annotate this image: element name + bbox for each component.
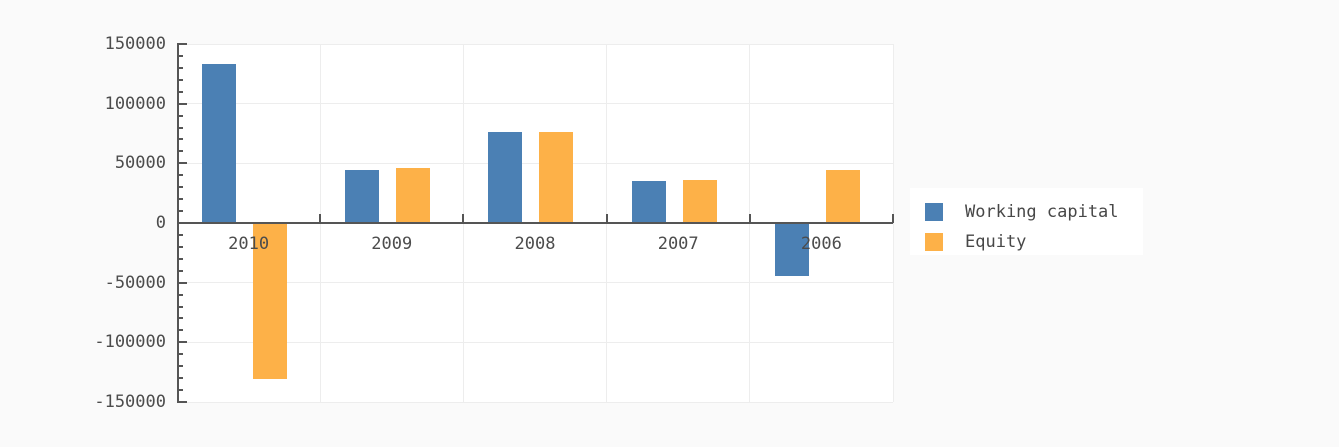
- y-axis-minor-tick: [177, 269, 183, 272]
- y-axis-minor-tick: [177, 138, 183, 141]
- y-axis-minor-tick: [177, 90, 183, 93]
- bar-equity-2006: [825, 170, 860, 223]
- y-axis-minor-tick: [177, 377, 183, 380]
- bar-working-capital-2007: [631, 181, 666, 223]
- legend-label-working-capital: Working capital: [965, 202, 1119, 222]
- y-axis-minor-tick: [177, 257, 183, 260]
- y-axis-minor-tick: [177, 198, 183, 201]
- gridline-horizontal: [177, 103, 893, 105]
- bar-equity-2010: [253, 223, 287, 380]
- bar-equity-2008: [539, 131, 574, 223]
- legend-item-working-capital: Working capital: [925, 202, 1143, 222]
- x-axis-label-2009: 2009: [371, 234, 413, 254]
- y-axis-minor-tick: [177, 114, 183, 117]
- x-axis-tick: [462, 214, 465, 223]
- legend-item-equity: Equity: [925, 232, 1143, 252]
- y-axis-label: 150000: [104, 34, 166, 54]
- x-axis-label-2007: 2007: [657, 234, 699, 254]
- legend-swatch-working-capital-icon: [925, 203, 943, 221]
- legend-swatch-equity-icon: [925, 233, 943, 251]
- gridline-horizontal: [177, 282, 893, 284]
- y-axis-major-tick: [177, 43, 187, 45]
- gridline-horizontal: [177, 401, 893, 403]
- y-axis-label: 50000: [114, 153, 166, 174]
- y-axis-minor-tick: [177, 317, 183, 320]
- gridline-horizontal: [177, 43, 893, 45]
- y-axis-major-tick: [177, 162, 187, 165]
- y-axis-label: -100000: [94, 332, 166, 353]
- x-axis-tick: [748, 214, 751, 223]
- x-axis-tick: [892, 214, 894, 223]
- y-axis-minor-tick: [177, 210, 183, 213]
- y-axis-minor-tick: [177, 245, 183, 248]
- y-axis-major-tick: [177, 102, 187, 105]
- bar-equity-2007: [682, 180, 717, 223]
- y-axis-minor-tick: [177, 174, 183, 177]
- x-axis-label-2006: 2006: [800, 234, 842, 254]
- bar-equity-2009: [396, 168, 431, 223]
- gridline-horizontal: [177, 162, 893, 164]
- x-axis-label-2008: 2008: [514, 234, 556, 254]
- y-axis-label: -150000: [94, 392, 166, 412]
- gridline-vertical: [892, 44, 894, 402]
- y-axis-major-tick: [177, 401, 187, 403]
- y-axis-minor-tick: [177, 329, 183, 332]
- y-axis-minor-tick: [177, 78, 183, 81]
- y-axis-minor-tick: [177, 66, 183, 69]
- legend: Working capital Equity: [910, 188, 1143, 255]
- y-axis-label: 0: [155, 213, 166, 233]
- y-axis-minor-tick: [177, 233, 183, 236]
- y-axis-minor-tick: [177, 353, 183, 356]
- y-axis-major-tick: [177, 341, 187, 344]
- y-axis-minor-tick: [177, 126, 183, 129]
- y-axis-label: 100000: [104, 93, 166, 114]
- bar-working-capital-2010: [202, 64, 236, 223]
- x-axis-line: [177, 222, 893, 224]
- y-axis-minor-tick: [177, 150, 183, 153]
- y-axis-label: -50000: [104, 272, 166, 293]
- y-axis-minor-tick: [177, 389, 183, 392]
- x-axis-tick: [605, 214, 608, 223]
- x-axis-tick: [319, 214, 322, 223]
- y-axis-minor-tick: [177, 365, 183, 368]
- x-axis-label-2010: 2010: [228, 234, 270, 254]
- y-axis-major-tick: [177, 222, 187, 224]
- bar-working-capital-2006: [774, 223, 809, 276]
- bar-working-capital-2008: [488, 132, 523, 223]
- y-axis-major-tick: [177, 281, 187, 284]
- y-axis-minor-tick: [177, 305, 183, 308]
- gridline-horizontal: [177, 341, 893, 343]
- legend-label-equity: Equity: [965, 232, 1027, 252]
- y-axis-minor-tick: [177, 54, 183, 57]
- y-axis-minor-tick: [177, 186, 183, 189]
- y-axis-minor-tick: [177, 293, 183, 296]
- bar-working-capital-2009: [345, 170, 380, 223]
